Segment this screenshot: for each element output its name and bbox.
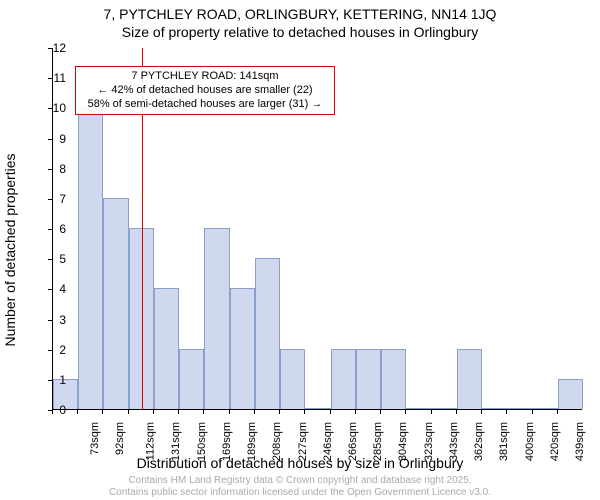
x-tick-mark [229,410,230,414]
y-tick-label: 11 [54,71,66,85]
x-tick-mark [456,410,457,414]
histogram-bar [255,258,280,409]
y-axis-label: Number of detached properties [2,154,18,347]
x-tick-label: 304sqm [398,422,410,461]
histogram-bar [204,228,229,409]
annotation-line3: 58% of semi-detached houses are larger (… [82,98,328,112]
y-tick-label: 2 [59,343,66,357]
x-tick-label: 381sqm [499,422,511,461]
x-tick-mark [128,410,129,414]
annotation-line2: ← 42% of detached houses are smaller (22… [82,84,328,98]
x-tick-label: 323sqm [423,422,435,461]
y-tick-label: 6 [59,222,66,236]
y-tick-mark [48,139,52,140]
x-tick-mark [330,410,331,414]
x-tick-label: 420sqm [549,422,561,461]
histogram-bar [230,288,255,409]
x-tick-mark [102,410,103,414]
x-tick-mark [405,410,406,414]
y-tick-mark [48,259,52,260]
x-tick-mark [532,410,533,414]
histogram-bar [558,379,583,409]
histogram-bar [154,288,179,409]
histogram-bar [78,107,103,409]
x-tick-label: 150sqm [196,422,208,461]
histogram-bar [533,408,558,409]
x-tick-mark [380,410,381,414]
y-tick-label: 1 [59,373,66,387]
x-tick-mark [77,410,78,414]
x-tick-label: 169sqm [221,422,233,461]
chart-title-line1: 7, PYTCHLEY ROAD, ORLINGBURY, KETTERING,… [0,6,600,22]
histogram-bar [457,349,482,409]
histogram-bar [129,228,154,409]
y-tick-label: 0 [59,403,66,417]
x-tick-mark [203,410,204,414]
y-tick-mark [48,380,52,381]
chart-title-line2: Size of property relative to detached ho… [0,24,600,40]
x-tick-label: 208sqm [271,422,283,461]
x-tick-label: 73sqm [89,422,101,455]
histogram-bar [179,349,204,409]
x-tick-mark [506,410,507,414]
histogram-bar [356,349,381,409]
x-tick-label: 227sqm [297,422,309,461]
x-tick-label: 439sqm [574,422,586,461]
license-line1: Contains HM Land Registry data © Crown c… [0,475,600,486]
histogram-bar [305,408,330,409]
y-tick-label: 9 [59,132,66,146]
x-tick-mark [153,410,154,414]
y-tick-label: 8 [59,162,66,176]
histogram-bar [406,408,431,409]
x-tick-mark [52,410,53,414]
y-tick-mark [48,108,52,109]
histogram-bar [432,408,457,409]
x-tick-label: 92sqm [114,422,126,455]
y-tick-mark [48,350,52,351]
x-tick-label: 246sqm [322,422,334,461]
x-tick-label: 343sqm [448,422,460,461]
annotation-line1: 7 PYTCHLEY ROAD: 141sqm [82,70,328,84]
x-tick-label: 112sqm [144,422,156,460]
y-tick-label: 10 [53,101,66,115]
x-tick-label: 131sqm [170,422,182,461]
y-tick-mark [48,78,52,79]
y-tick-label: 7 [59,192,66,206]
y-tick-mark [48,48,52,49]
y-tick-label: 4 [59,282,66,296]
x-tick-label: 189sqm [246,422,258,461]
y-tick-mark [48,320,52,321]
x-tick-mark [355,410,356,414]
histogram-bar [331,349,356,409]
chart-container: 7, PYTCHLEY ROAD, ORLINGBURY, KETTERING,… [0,0,600,500]
y-tick-label: 5 [59,252,66,266]
y-tick-label: 12 [53,41,66,55]
y-tick-label: 3 [59,313,66,327]
x-tick-label: 362sqm [473,422,485,461]
y-tick-mark [48,289,52,290]
histogram-bar [381,349,406,409]
annotation-box: 7 PYTCHLEY ROAD: 141sqm← 42% of detached… [75,66,335,115]
x-tick-label: 285sqm [372,422,384,461]
histogram-bar [482,408,507,409]
y-tick-mark [48,199,52,200]
y-tick-mark [48,229,52,230]
histogram-bar [103,198,128,409]
x-tick-mark [431,410,432,414]
x-tick-mark [178,410,179,414]
histogram-bar [507,408,532,409]
x-tick-mark [481,410,482,414]
license-line2: Contains public sector information licen… [0,487,600,498]
x-tick-mark [557,410,558,414]
x-tick-mark [254,410,255,414]
x-tick-label: 400sqm [524,422,536,461]
x-tick-label: 266sqm [347,422,359,461]
histogram-bar [280,349,305,409]
x-tick-mark [304,410,305,414]
x-tick-mark [279,410,280,414]
y-tick-mark [48,169,52,170]
